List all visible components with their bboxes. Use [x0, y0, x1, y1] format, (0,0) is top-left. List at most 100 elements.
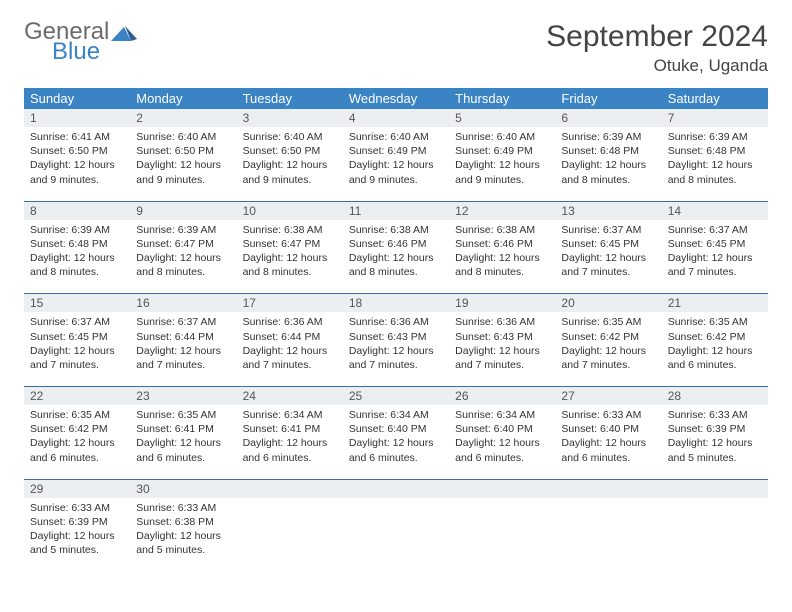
day-cell: Sunrise: 6:39 AMSunset: 6:48 PMDaylight:…	[24, 220, 130, 288]
day-cell: Sunrise: 6:37 AMSunset: 6:45 PMDaylight:…	[662, 220, 768, 288]
day-cell: Sunrise: 6:36 AMSunset: 6:43 PMDaylight:…	[343, 312, 449, 380]
sunset-text: Sunset: 6:45 PM	[561, 237, 655, 251]
day-number: 21	[662, 294, 768, 312]
daylight-text: Daylight: 12 hours and 8 minutes.	[455, 251, 549, 279]
day-number: 28	[662, 387, 768, 405]
sunrise-text: Sunrise: 6:41 AM	[30, 130, 124, 144]
day-number: 17	[237, 294, 343, 312]
day-cell: Sunrise: 6:37 AMSunset: 6:45 PMDaylight:…	[555, 220, 661, 288]
daylight-text: Daylight: 12 hours and 7 minutes.	[668, 251, 762, 279]
sunrise-text: Sunrise: 6:37 AM	[30, 315, 124, 329]
day-number: 27	[555, 387, 661, 405]
sunset-text: Sunset: 6:41 PM	[136, 422, 230, 436]
sunset-text: Sunset: 6:48 PM	[30, 237, 124, 251]
daylight-text: Daylight: 12 hours and 6 minutes.	[455, 436, 549, 464]
daylight-text: Daylight: 12 hours and 9 minutes.	[136, 158, 230, 186]
logo-line2: Blue	[52, 40, 137, 64]
daylight-text: Daylight: 12 hours and 8 minutes.	[349, 251, 443, 279]
header: General Blue September 2024 Otuke, Ugand…	[24, 20, 768, 76]
sunrise-text: Sunrise: 6:40 AM	[136, 130, 230, 144]
daylight-text: Daylight: 12 hours and 5 minutes.	[668, 436, 762, 464]
day-cell: Sunrise: 6:34 AMSunset: 6:40 PMDaylight:…	[343, 405, 449, 473]
calendar: Sunday Monday Tuesday Wednesday Thursday…	[24, 88, 768, 565]
daynum-row: 15161718192021	[24, 294, 768, 312]
daylight-text: Daylight: 12 hours and 9 minutes.	[243, 158, 337, 186]
daynum-row: 891011121314	[24, 202, 768, 220]
sunrise-text: Sunrise: 6:33 AM	[668, 408, 762, 422]
sunset-text: Sunset: 6:40 PM	[349, 422, 443, 436]
sunrise-text: Sunrise: 6:33 AM	[136, 501, 230, 515]
day-number: 12	[449, 202, 555, 220]
day-number: 9	[130, 202, 236, 220]
sunset-text: Sunset: 6:48 PM	[668, 144, 762, 158]
sunrise-text: Sunrise: 6:35 AM	[561, 315, 655, 329]
daylight-text: Daylight: 12 hours and 7 minutes.	[136, 344, 230, 372]
day-number: 18	[343, 294, 449, 312]
sunrise-text: Sunrise: 6:34 AM	[349, 408, 443, 422]
weekday-thu: Thursday	[449, 88, 555, 109]
daylight-text: Daylight: 12 hours and 6 minutes.	[349, 436, 443, 464]
day-number: 20	[555, 294, 661, 312]
daylight-text: Daylight: 12 hours and 7 minutes.	[561, 344, 655, 372]
day-cell	[555, 498, 661, 566]
day-number: 19	[449, 294, 555, 312]
day-cell: Sunrise: 6:35 AMSunset: 6:42 PMDaylight:…	[555, 312, 661, 380]
day-cell: Sunrise: 6:35 AMSunset: 6:41 PMDaylight:…	[130, 405, 236, 473]
logo-sail-icon	[111, 23, 137, 41]
sunset-text: Sunset: 6:46 PM	[349, 237, 443, 251]
sunset-text: Sunset: 6:50 PM	[243, 144, 337, 158]
sunrise-text: Sunrise: 6:35 AM	[136, 408, 230, 422]
day-number: 7	[662, 109, 768, 127]
daylight-text: Daylight: 12 hours and 6 minutes.	[30, 436, 124, 464]
day-number: 13	[555, 202, 661, 220]
day-cell: Sunrise: 6:41 AMSunset: 6:50 PMDaylight:…	[24, 127, 130, 195]
content-row: Sunrise: 6:41 AMSunset: 6:50 PMDaylight:…	[24, 127, 768, 195]
day-number: 4	[343, 109, 449, 127]
day-cell: Sunrise: 6:39 AMSunset: 6:48 PMDaylight:…	[662, 127, 768, 195]
daynum-row: 1234567	[24, 109, 768, 127]
weekday-sun: Sunday	[24, 88, 130, 109]
sunset-text: Sunset: 6:44 PM	[136, 330, 230, 344]
sunrise-text: Sunrise: 6:36 AM	[243, 315, 337, 329]
day-cell: Sunrise: 6:33 AMSunset: 6:38 PMDaylight:…	[130, 498, 236, 566]
day-number: 14	[662, 202, 768, 220]
daylight-text: Daylight: 12 hours and 8 minutes.	[136, 251, 230, 279]
daylight-text: Daylight: 12 hours and 7 minutes.	[30, 344, 124, 372]
weeks-container: 1234567Sunrise: 6:41 AMSunset: 6:50 PMDa…	[24, 109, 768, 565]
day-number: 10	[237, 202, 343, 220]
day-cell: Sunrise: 6:38 AMSunset: 6:46 PMDaylight:…	[343, 220, 449, 288]
month-title: September 2024	[546, 20, 768, 54]
sunrise-text: Sunrise: 6:37 AM	[668, 223, 762, 237]
day-number: 22	[24, 387, 130, 405]
day-cell: Sunrise: 6:33 AMSunset: 6:39 PMDaylight:…	[662, 405, 768, 473]
day-number	[449, 480, 555, 498]
daylight-text: Daylight: 12 hours and 6 minutes.	[561, 436, 655, 464]
day-number: 29	[24, 480, 130, 498]
day-cell: Sunrise: 6:34 AMSunset: 6:40 PMDaylight:…	[449, 405, 555, 473]
day-cell: Sunrise: 6:36 AMSunset: 6:44 PMDaylight:…	[237, 312, 343, 380]
weekday-row: Sunday Monday Tuesday Wednesday Thursday…	[24, 88, 768, 109]
day-cell	[662, 498, 768, 566]
sunset-text: Sunset: 6:45 PM	[668, 237, 762, 251]
sunset-text: Sunset: 6:43 PM	[455, 330, 549, 344]
weekday-fri: Friday	[555, 88, 661, 109]
logo-text-block: General Blue	[24, 20, 137, 64]
sunrise-text: Sunrise: 6:38 AM	[455, 223, 549, 237]
sunrise-text: Sunrise: 6:38 AM	[349, 223, 443, 237]
sunrise-text: Sunrise: 6:39 AM	[136, 223, 230, 237]
sunrise-text: Sunrise: 6:39 AM	[668, 130, 762, 144]
day-number: 23	[130, 387, 236, 405]
sunset-text: Sunset: 6:41 PM	[243, 422, 337, 436]
sunset-text: Sunset: 6:48 PM	[561, 144, 655, 158]
day-number: 15	[24, 294, 130, 312]
day-cell: Sunrise: 6:35 AMSunset: 6:42 PMDaylight:…	[662, 312, 768, 380]
daylight-text: Daylight: 12 hours and 8 minutes.	[561, 158, 655, 186]
daylight-text: Daylight: 12 hours and 9 minutes.	[455, 158, 549, 186]
sunset-text: Sunset: 6:42 PM	[561, 330, 655, 344]
sunrise-text: Sunrise: 6:33 AM	[561, 408, 655, 422]
daylight-text: Daylight: 12 hours and 7 minutes.	[349, 344, 443, 372]
sunrise-text: Sunrise: 6:38 AM	[243, 223, 337, 237]
weekday-wed: Wednesday	[343, 88, 449, 109]
sunrise-text: Sunrise: 6:40 AM	[243, 130, 337, 144]
day-cell	[237, 498, 343, 566]
